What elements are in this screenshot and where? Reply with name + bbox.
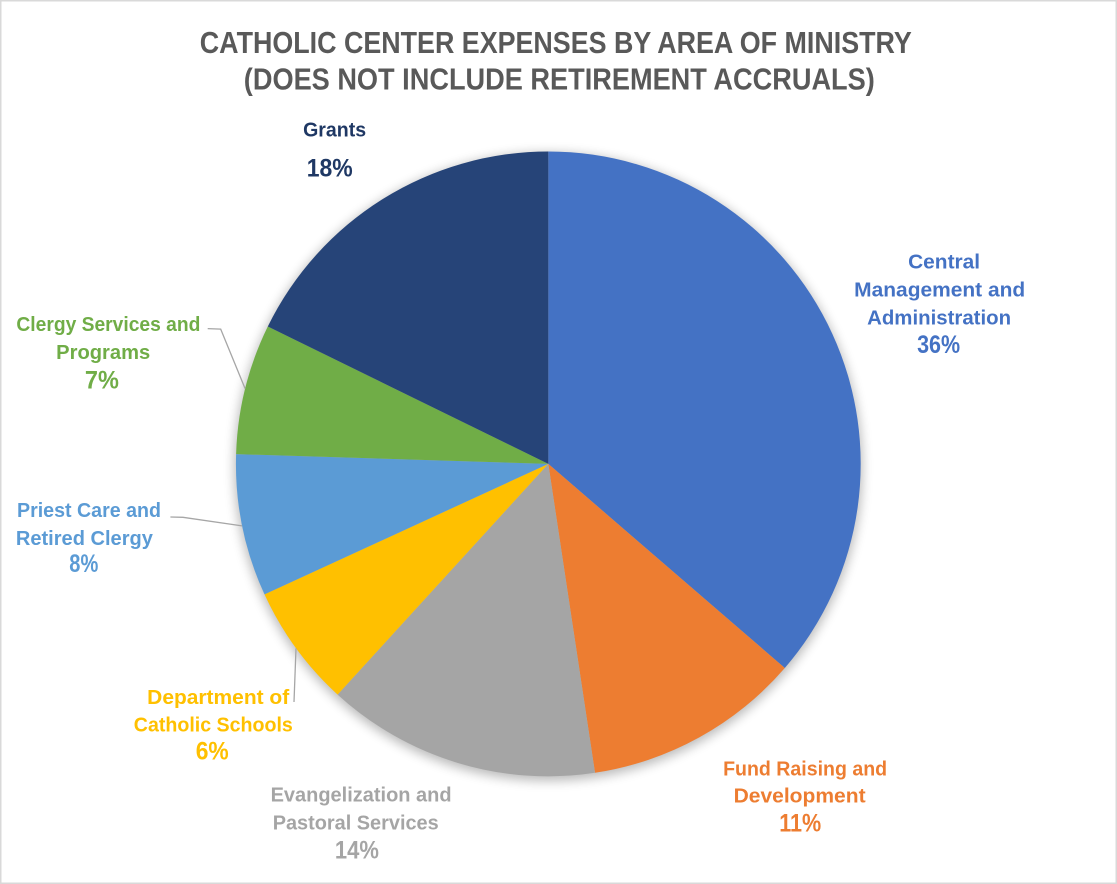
svg-text:Administration: Administration xyxy=(867,308,1011,330)
svg-text:Development: Development xyxy=(734,786,866,808)
svg-text:6%: 6% xyxy=(196,738,229,766)
svg-text:7%: 7% xyxy=(85,366,119,394)
svg-text:8%: 8% xyxy=(69,550,98,578)
svg-text:18%: 18% xyxy=(307,155,353,183)
svg-text:Grants: Grants xyxy=(303,120,366,142)
svg-text:Central: Central xyxy=(908,252,980,274)
svg-text:Department of: Department of xyxy=(147,687,289,709)
svg-text:14%: 14% xyxy=(335,836,379,864)
svg-text:Catholic Schools: Catholic Schools xyxy=(134,715,293,737)
svg-text:Clergy Services and: Clergy Services and xyxy=(16,314,200,336)
svg-text:Pastoral Services: Pastoral Services xyxy=(273,812,439,834)
svg-text:CATHOLIC CENTER EXPENSES BY AR: CATHOLIC CENTER EXPENSES BY AREA OF MINI… xyxy=(200,25,912,60)
svg-text:36%: 36% xyxy=(917,331,960,359)
svg-text:Management and: Management and xyxy=(854,279,1025,301)
svg-text:Fund Raising and: Fund Raising and xyxy=(723,758,887,780)
svg-text:Retired Clergy: Retired Clergy xyxy=(16,528,154,550)
svg-text:11%: 11% xyxy=(779,810,821,838)
svg-text:Programs: Programs xyxy=(56,342,150,364)
svg-text:Priest Care and: Priest Care and xyxy=(17,500,161,522)
svg-text:(DOES NOT INCLUDE RETIREMENT A: (DOES NOT INCLUDE RETIREMENT ACCRUALS) xyxy=(244,62,875,97)
svg-text:Evangelization and: Evangelization and xyxy=(271,785,452,807)
